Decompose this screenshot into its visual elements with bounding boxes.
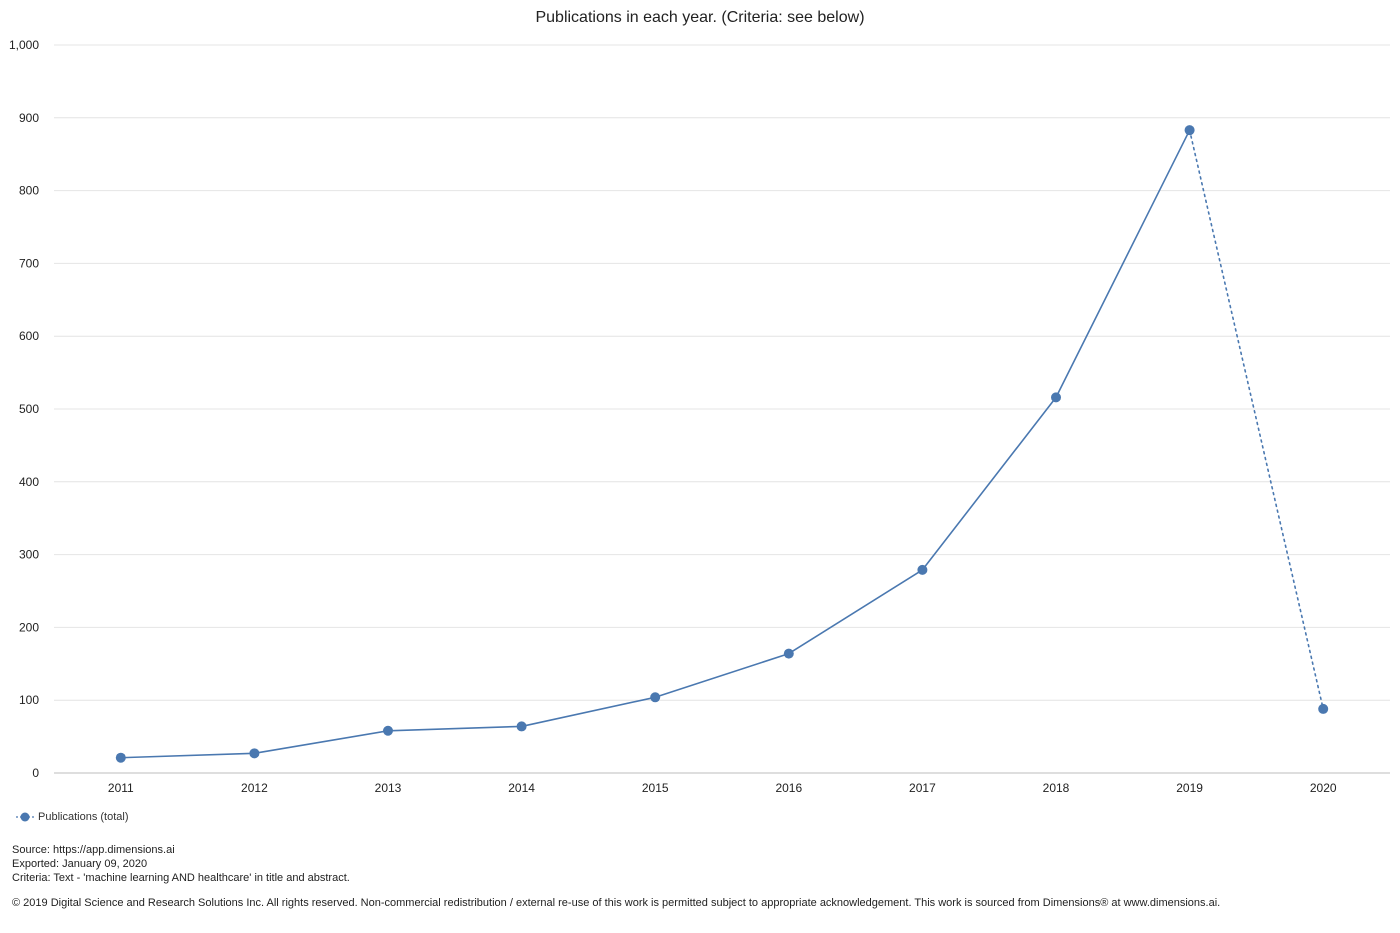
data-point-2011[interactable] [115,752,126,763]
chart-title: Publications in each year. (Criteria: se… [535,9,864,26]
y-tick-label: 200 [19,620,39,634]
y-tick-label: 500 [19,402,39,416]
y-tick-label: 800 [19,184,39,198]
x-tick-label: 2020 [1310,781,1337,795]
exported-text: Exported: January 09, 2020 [12,858,148,870]
x-tick-label: 2011 [108,781,134,795]
data-point-2018[interactable] [1051,392,1061,403]
y-tick-label: 300 [19,548,39,562]
y-tick-label: 0 [32,766,39,780]
x-tick-label: 2014 [508,781,535,795]
x-tick-label: 2012 [241,781,268,795]
publications-line-chart: Publications in each year. (Criteria: se… [9,9,1390,795]
x-tick-label: 2015 [642,781,669,795]
series-lines [120,129,1324,759]
x-tick-label: 2018 [1043,781,1070,795]
x-axis: 2011 2012 2013 2014 2015 2016 2017 2018 2019 2020 [108,781,1337,795]
copyright-notice: © 2019 Digital Science and Research Solu… [12,897,1221,909]
data-point-2014[interactable] [516,721,527,732]
data-point-2020[interactable] [1318,703,1329,714]
x-tick-label: 2016 [775,781,802,795]
series-line [120,129,1191,759]
y-tick-label: 100 [19,693,39,707]
legend-label: Publications (total) [38,811,129,823]
series-line-incomplete [1188,129,1324,710]
data-point-2015[interactable] [650,692,661,703]
gridlines [54,44,1390,774]
y-tick-label: 700 [19,256,39,270]
legend[interactable]: Publications (total) [16,811,129,823]
y-tick-label: 1,000 [9,38,39,52]
y-tick-label: 600 [19,329,39,343]
data-point-2013[interactable] [383,725,393,736]
x-tick-label: 2013 [375,781,402,795]
source-text: Source: https://app.dimensions.ai [12,844,175,856]
x-tick-label: 2019 [1176,781,1203,795]
y-tick-label: 900 [19,111,39,125]
data-point-2012[interactable] [249,748,260,759]
chart-metadata: Source: https://app.dimensions.ai Export… [12,843,350,885]
data-point-2017[interactable] [917,564,928,575]
y-tick-label: 400 [19,475,39,489]
criteria-text: Criteria: Text - 'machine learning AND h… [12,872,350,884]
legend-marker-icon [16,812,34,822]
data-point-2019[interactable] [1184,125,1195,136]
x-tick-label: 2017 [909,781,936,795]
data-point-2016[interactable] [783,648,794,659]
y-axis: 0 100 200 300 400 500 600 700 800 900 1,000 [9,38,39,780]
series-points [115,125,1329,763]
